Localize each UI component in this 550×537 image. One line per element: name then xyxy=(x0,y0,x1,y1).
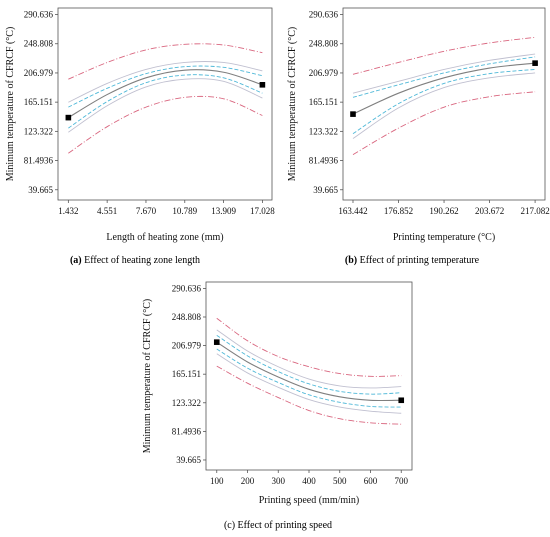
series-ci-upper-line xyxy=(352,56,536,98)
x-tick-label: 10.789 xyxy=(172,206,197,216)
data-point xyxy=(213,339,220,345)
y-axis-label: Minimum temperature of CFRCF (°C) xyxy=(5,27,16,182)
y-tick-label: 123.322 xyxy=(24,126,53,136)
caption-letter: (a) xyxy=(70,255,82,266)
y-tick-label: 39.665 xyxy=(28,185,53,195)
x-tick-label: 1.432 xyxy=(58,206,78,216)
y-tick-label: 165.151 xyxy=(172,369,201,379)
y-tick-label: 206.979 xyxy=(172,341,202,351)
y-axis-label: Minimum temperature of CFRCF (°C) xyxy=(142,299,153,454)
x-tick-label: 700 xyxy=(394,476,408,486)
x-axis-label: Printing temperature (°C) xyxy=(393,232,495,243)
series-fit-line xyxy=(68,69,263,119)
y-axis-label: Minimum temperature of CFRCF (°C) xyxy=(287,27,298,182)
series-ci-lower-line xyxy=(68,74,263,129)
x-tick-label: 203.672 xyxy=(475,206,504,216)
plot-frame-a xyxy=(57,7,273,201)
x-tick-label: 217.082 xyxy=(520,206,549,216)
x-tick-label: 163.442 xyxy=(338,206,367,216)
x-tick-label: 190.262 xyxy=(429,206,458,216)
series-ci-lower-line xyxy=(352,68,536,135)
x-tick-label: 400 xyxy=(302,476,316,486)
series-outer-upper-line xyxy=(216,317,402,377)
x-tick-label: 100 xyxy=(210,476,224,486)
series-fit-line xyxy=(216,341,402,402)
data-point xyxy=(259,82,266,88)
y-tick-label: 165.151 xyxy=(309,97,338,107)
series-outer-lower-line xyxy=(68,95,263,154)
x-tick-label: 176.852 xyxy=(384,206,413,216)
y-tick-label: 290.636 xyxy=(24,10,54,20)
x-tick-label: 500 xyxy=(333,476,347,486)
x-tick-label: 300 xyxy=(272,476,286,486)
series-ci-lower-line xyxy=(216,348,402,408)
y-tick-label: 290.636 xyxy=(172,283,202,293)
chart-panel-a: 39.665 81.4936 123.322 165.151 206.979 248.80… xyxy=(5,7,275,266)
series-outer-lower-line xyxy=(352,91,536,156)
y-tick-label: 123.322 xyxy=(309,126,338,136)
x-tick-label: 200 xyxy=(241,476,255,486)
y-tick-label: 290.636 xyxy=(309,10,339,20)
caption-letter: (b) xyxy=(345,255,357,266)
x-tick-label: 13.909 xyxy=(211,206,236,216)
y-tick-label: 81.4936 xyxy=(309,156,339,166)
series-ci-upper-line xyxy=(68,65,263,108)
caption-text: Effect of heating zone length xyxy=(82,255,200,266)
panel-caption: (b) Effect of printing temperature xyxy=(345,255,480,266)
data-point xyxy=(350,111,356,117)
series-pi-lower-line xyxy=(216,353,402,414)
y-tick-label: 81.4936 xyxy=(24,156,54,166)
y-tick-label: 123.322 xyxy=(172,398,201,408)
y-tick-label: 39.665 xyxy=(176,455,201,465)
data-point xyxy=(532,60,538,66)
series-pi-lower-line xyxy=(352,72,536,139)
x-tick-label: 17.028 xyxy=(250,206,275,216)
y-tick-label: 248.808 xyxy=(24,39,54,49)
series-fit-line xyxy=(352,62,536,115)
y-tick-label: 81.4936 xyxy=(172,426,202,436)
chart-panel-b: 39.665 81.4936 123.322 165.151 206.979 248.80… xyxy=(287,7,550,266)
chart-panel-c: 39.665 81.4936 123.322 165.151 206.979 248.80… xyxy=(142,281,413,531)
y-tick-label: 206.979 xyxy=(24,68,54,78)
series-ci-upper-line xyxy=(216,334,402,395)
series-outer-upper-line xyxy=(352,36,536,75)
y-tick-label: 165.151 xyxy=(24,97,53,107)
y-tick-label: 248.808 xyxy=(309,39,339,49)
x-axis-label: Printing speed (mm/min) xyxy=(259,495,360,506)
x-tick-label: 4.551 xyxy=(97,206,117,216)
y-tick-label: 39.665 xyxy=(313,185,338,195)
x-axis-label: Length of heating zone (mm) xyxy=(106,232,223,243)
y-tick-label: 248.808 xyxy=(172,312,202,322)
series-pi-upper-line xyxy=(216,329,402,389)
panel-caption: (a) Effect of heating zone length xyxy=(70,255,200,266)
data-point xyxy=(398,397,405,404)
series-outer-upper-line xyxy=(68,43,263,80)
caption-text: Effect of printing temperature xyxy=(357,255,480,266)
series-pi-lower-line xyxy=(68,78,263,133)
panel-caption: (c) Effect of printing speed xyxy=(224,520,332,531)
y-tick-label: 206.979 xyxy=(309,68,339,78)
data-point xyxy=(65,114,72,121)
caption-text: (c) Effect of printing speed xyxy=(224,520,332,531)
x-tick-label: 7.670 xyxy=(136,206,157,216)
series-pi-upper-line xyxy=(68,61,263,103)
series-pi-upper-line xyxy=(352,53,536,94)
x-tick-label: 600 xyxy=(364,476,378,486)
series-outer-lower-line xyxy=(216,365,402,425)
